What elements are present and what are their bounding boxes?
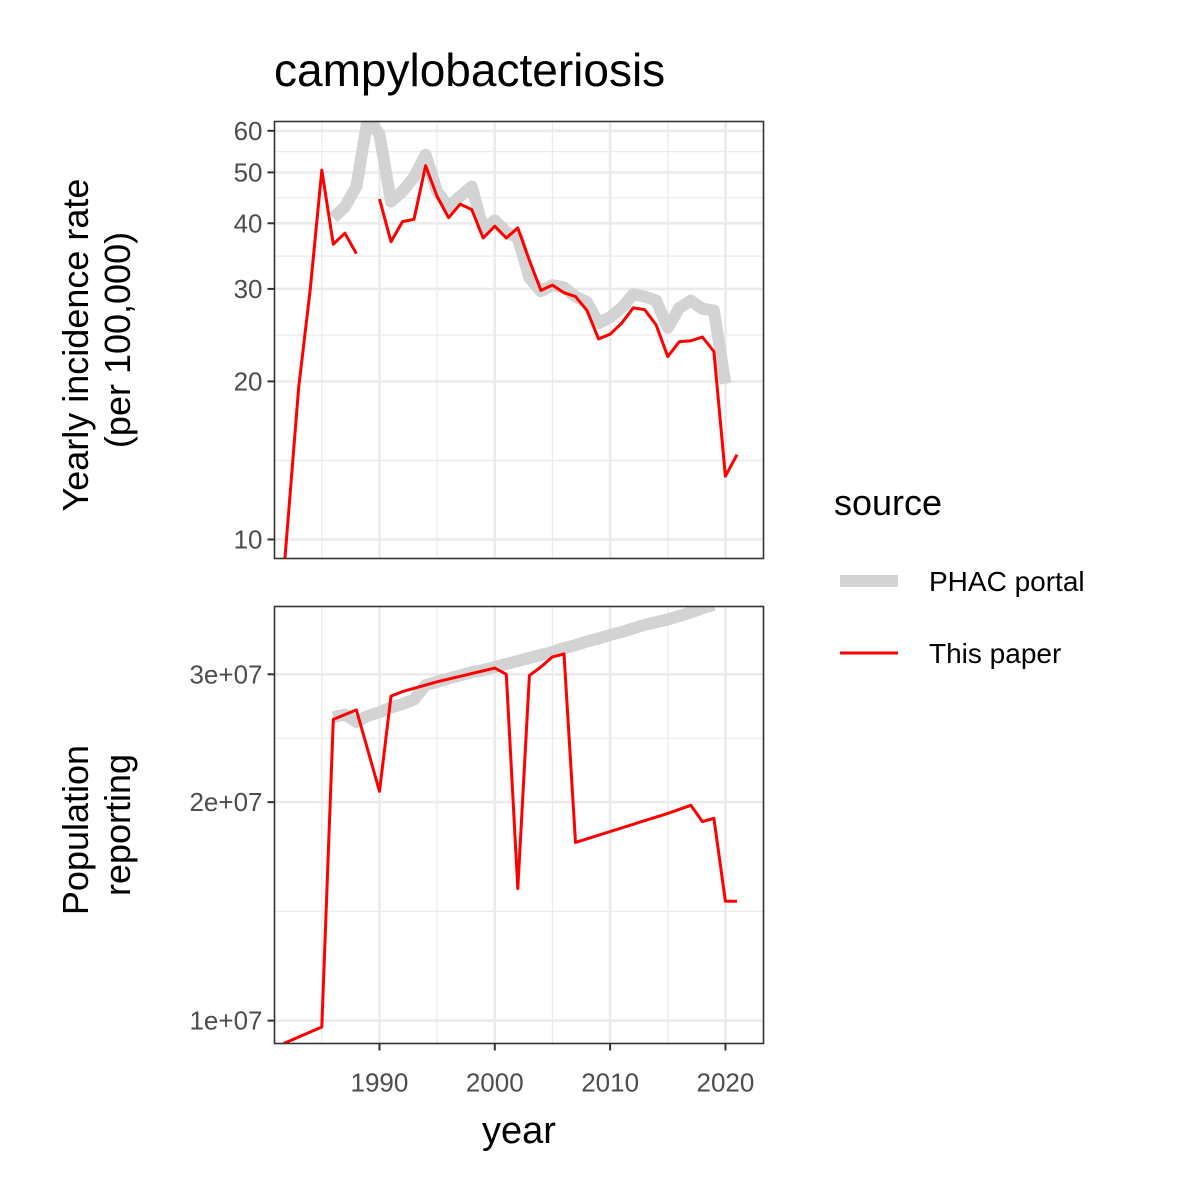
- x-axis-ticks: 1990 2000 2010 2020: [351, 1043, 755, 1098]
- incidence-rate-y-tick-label: 10: [234, 524, 263, 554]
- incidence-rate-panel: 10 20 30 40 50 60 Yearly incidence rate (per …: [55, 116, 765, 560]
- incidence-rate-y-tick-label: 20: [234, 366, 263, 396]
- legend-label-this-paper: This paper: [929, 638, 1061, 669]
- population-panel-border: [273, 605, 765, 1045]
- population-series: [283, 606, 737, 1044]
- population-y-tick-label: 1e+07: [189, 1006, 262, 1036]
- population-y-label-line2: reporting: [97, 754, 138, 896]
- population-y-label-line1: Population: [55, 745, 96, 915]
- population-y-tick-label: 2e+07: [189, 787, 262, 817]
- population-y-axis-label: Population reporting: [55, 735, 138, 915]
- population-gridlines: [274, 606, 764, 1044]
- incidence-rate-series: [283, 121, 739, 559]
- x-tick-label: 2020: [697, 1068, 755, 1098]
- population-phac-portal-line: [332, 606, 716, 728]
- incidence-rate-phac-portal-line: [329, 121, 732, 385]
- incidence-rate-y-tick-label: 60: [234, 116, 263, 146]
- incidence-rate-y-tick-label: 40: [234, 208, 263, 238]
- incidence-rate-gridlines: [274, 121, 764, 559]
- incidence-rate-y-tick-label: 30: [234, 274, 263, 304]
- incidence-rate-y-ticks: 10 20 30 40 50 60: [234, 116, 275, 554]
- population-y-tick-label: 3e+07: [189, 659, 262, 689]
- legend: source PHAC portal This paper: [834, 482, 1085, 669]
- legend-label-phac-portal: PHAC portal: [929, 566, 1085, 597]
- incidence-rate-this-paper-line-1: [283, 168, 358, 559]
- incidence-rate-y-axis-label: Yearly incidence rate (per 100,000): [55, 169, 138, 512]
- x-tick-label: 2010: [581, 1068, 639, 1098]
- x-tick-label: 1990: [351, 1068, 409, 1098]
- population-y-ticks: 1e+07 2e+07 3e+07: [189, 659, 275, 1036]
- x-tick-label: 2000: [466, 1068, 524, 1098]
- incidence-rate-y-label-line1: Yearly incidence rate: [55, 179, 96, 512]
- incidence-rate-this-paper-line-2: [378, 164, 739, 478]
- chart-title: campylobacteriosis: [274, 44, 665, 96]
- incidence-rate-y-tick-label: 50: [234, 157, 263, 187]
- population-this-paper-line: [283, 652, 737, 1044]
- x-axis-label: year: [482, 1110, 556, 1152]
- population-panel: 1e+07 2e+07 3e+07 Population reporting: [55, 605, 765, 1045]
- legend-title: source: [834, 482, 942, 523]
- incidence-rate-y-label-line2: (per 100,000): [97, 232, 138, 448]
- incidence-rate-panel-border: [273, 120, 765, 560]
